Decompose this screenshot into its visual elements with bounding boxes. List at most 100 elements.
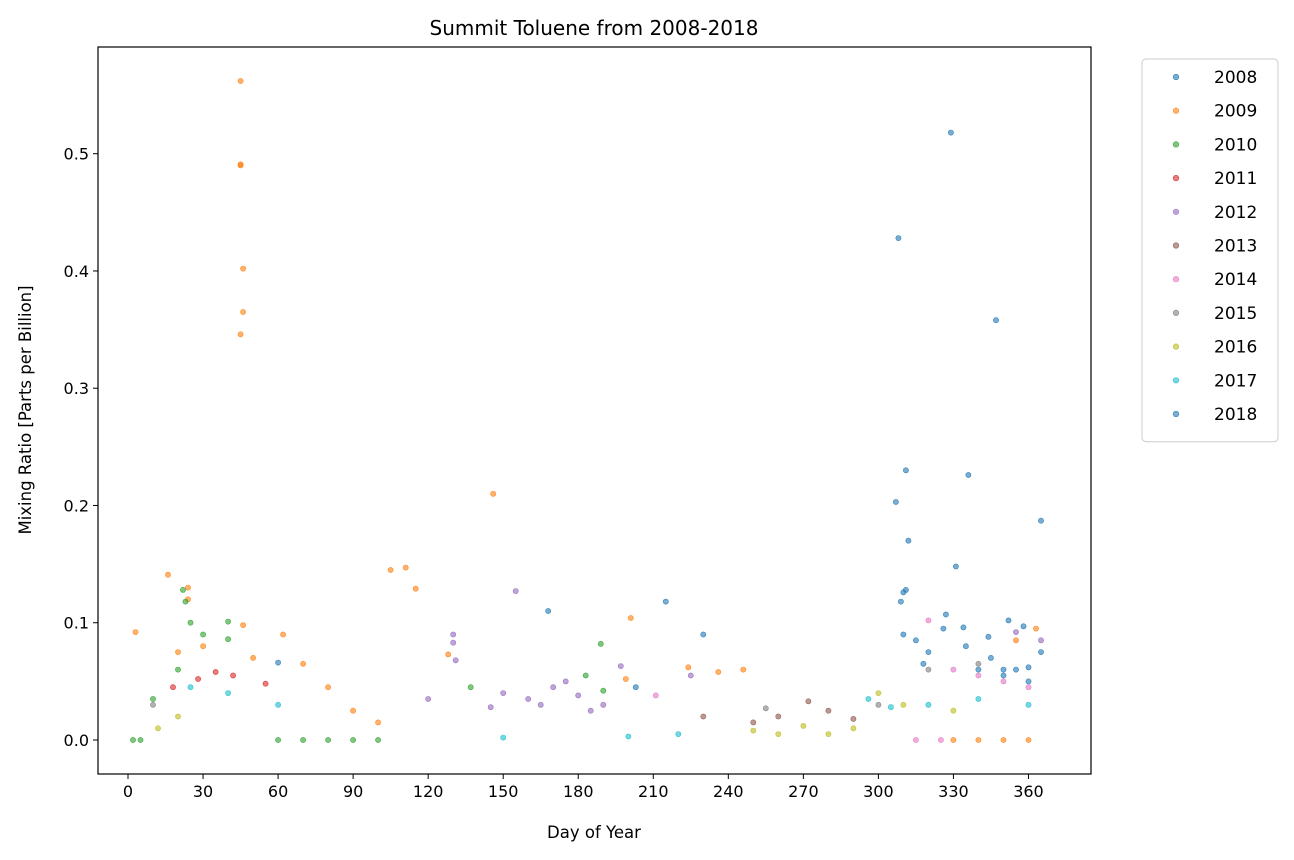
x-tick-label: 210 bbox=[638, 782, 669, 801]
point-2009-2 bbox=[237, 161, 244, 168]
point-2017-8 bbox=[500, 734, 507, 741]
point-2008-15 bbox=[963, 643, 969, 650]
point-2008-19 bbox=[1013, 666, 1019, 673]
point-2009-28 bbox=[375, 719, 381, 726]
point-2009-17 bbox=[715, 669, 722, 675]
point-2014-0 bbox=[925, 617, 932, 624]
point-2016-3 bbox=[900, 701, 907, 708]
x-tick-label: 30 bbox=[193, 782, 213, 801]
y-tick-label: 0.1 bbox=[64, 614, 89, 633]
point-2010-2 bbox=[225, 618, 231, 625]
legend-marker-2017 bbox=[1172, 377, 1180, 384]
point-2010-7 bbox=[582, 672, 589, 679]
x-tick-label: 0 bbox=[123, 782, 133, 801]
point-2015-1 bbox=[875, 701, 882, 708]
point-2008-4 bbox=[905, 537, 912, 544]
point-2014-3 bbox=[975, 672, 982, 679]
point-2010-1 bbox=[182, 598, 189, 605]
y-tick-label: 0.0 bbox=[64, 731, 89, 750]
point-2016-8 bbox=[825, 731, 832, 737]
chart-title: Summit Toluene from 2008-2018 bbox=[430, 16, 759, 40]
point-2017-5 bbox=[187, 684, 194, 691]
point-2012-16 bbox=[425, 696, 432, 702]
point-2016-9 bbox=[775, 731, 782, 737]
point-2018-5 bbox=[1000, 666, 1007, 673]
point-2009-22 bbox=[175, 649, 181, 655]
x-tick-label: 90 bbox=[343, 782, 363, 801]
x-axis: 0 30 60 90 120 150 180 210 240 270 300 330 360 bbox=[123, 774, 1044, 801]
point-2017-1 bbox=[888, 704, 894, 711]
series-2016 bbox=[155, 690, 957, 737]
point-2012-9 bbox=[525, 696, 532, 702]
x-tick-label: 240 bbox=[713, 782, 744, 801]
point-2009-32 bbox=[1025, 737, 1032, 743]
point-2012-10 bbox=[550, 684, 557, 691]
point-2009-9 bbox=[412, 585, 419, 592]
legend-marker-2014 bbox=[1172, 276, 1180, 283]
point-2018-3 bbox=[632, 684, 639, 691]
legend-marker-2018 bbox=[1172, 410, 1180, 418]
legend-label-2018: 2018 bbox=[1214, 405, 1257, 425]
y-tick-label: 0.2 bbox=[64, 496, 89, 515]
legend-label-2011: 2011 bbox=[1214, 169, 1257, 189]
point-2017-9 bbox=[625, 733, 632, 740]
point-2011-2 bbox=[262, 680, 269, 687]
point-2011-3 bbox=[195, 676, 201, 682]
point-2014-4 bbox=[1000, 678, 1007, 685]
point-2010-16 bbox=[375, 737, 381, 743]
point-2008-10 bbox=[898, 598, 904, 605]
point-2008-26 bbox=[1005, 617, 1012, 624]
x-tick-label: 270 bbox=[788, 782, 819, 801]
point-2009-26 bbox=[325, 684, 331, 691]
point-2013-2 bbox=[825, 707, 832, 714]
point-2009-27 bbox=[350, 707, 356, 714]
point-2009-25 bbox=[300, 660, 306, 667]
point-2011-0 bbox=[212, 669, 219, 675]
point-2008-14 bbox=[940, 625, 947, 632]
point-2008-3 bbox=[903, 467, 909, 474]
point-2013-4 bbox=[750, 719, 757, 726]
point-2010-4 bbox=[187, 619, 194, 626]
legend-label-2017: 2017 bbox=[1214, 371, 1257, 391]
legend: 2008 2009 2010 2011 2012 2013 2014 2015 2016 2017… bbox=[1141, 58, 1279, 443]
point-2013-1 bbox=[775, 713, 782, 720]
point-2008-20 bbox=[1025, 678, 1032, 685]
point-2010-18 bbox=[130, 737, 136, 743]
y-axis: 0.0 0.1 0.2 0.3 0.4 0.5 bbox=[64, 145, 98, 750]
point-2014-5 bbox=[1025, 684, 1032, 691]
point-2009-0 bbox=[237, 78, 244, 84]
legend-marker-2013 bbox=[1172, 242, 1180, 249]
point-2008-5 bbox=[948, 129, 954, 136]
point-2009-21 bbox=[240, 622, 246, 628]
point-2017-3 bbox=[975, 696, 982, 702]
point-2008-0 bbox=[893, 499, 899, 505]
point-2016-6 bbox=[800, 723, 807, 729]
point-2010-14 bbox=[325, 737, 331, 743]
point-2012-12 bbox=[600, 701, 607, 708]
point-2009-29 bbox=[950, 737, 957, 743]
point-2009-5 bbox=[237, 331, 244, 338]
point-2008-6 bbox=[953, 563, 959, 570]
point-2016-0 bbox=[155, 725, 161, 732]
point-2008-27 bbox=[1020, 623, 1027, 630]
point-2013-5 bbox=[700, 713, 707, 720]
point-2010-10 bbox=[150, 696, 156, 702]
x-tick-label: 150 bbox=[488, 782, 519, 801]
point-2015-0 bbox=[762, 705, 769, 712]
point-2013-3 bbox=[850, 716, 857, 722]
point-2018-1 bbox=[662, 598, 669, 605]
point-2009-23 bbox=[200, 643, 206, 650]
point-2012-4 bbox=[617, 663, 624, 669]
point-2012-7 bbox=[1038, 637, 1044, 644]
point-2008-13 bbox=[925, 649, 932, 655]
point-2011-4 bbox=[170, 684, 176, 691]
point-2009-10 bbox=[165, 571, 171, 578]
point-2012-3 bbox=[452, 657, 459, 664]
point-2012-11 bbox=[575, 692, 582, 699]
point-2011-1 bbox=[230, 672, 236, 679]
point-2009-14 bbox=[280, 631, 286, 638]
point-2008-22 bbox=[920, 660, 927, 667]
point-2008-12 bbox=[913, 637, 919, 644]
point-2016-4 bbox=[950, 707, 957, 714]
